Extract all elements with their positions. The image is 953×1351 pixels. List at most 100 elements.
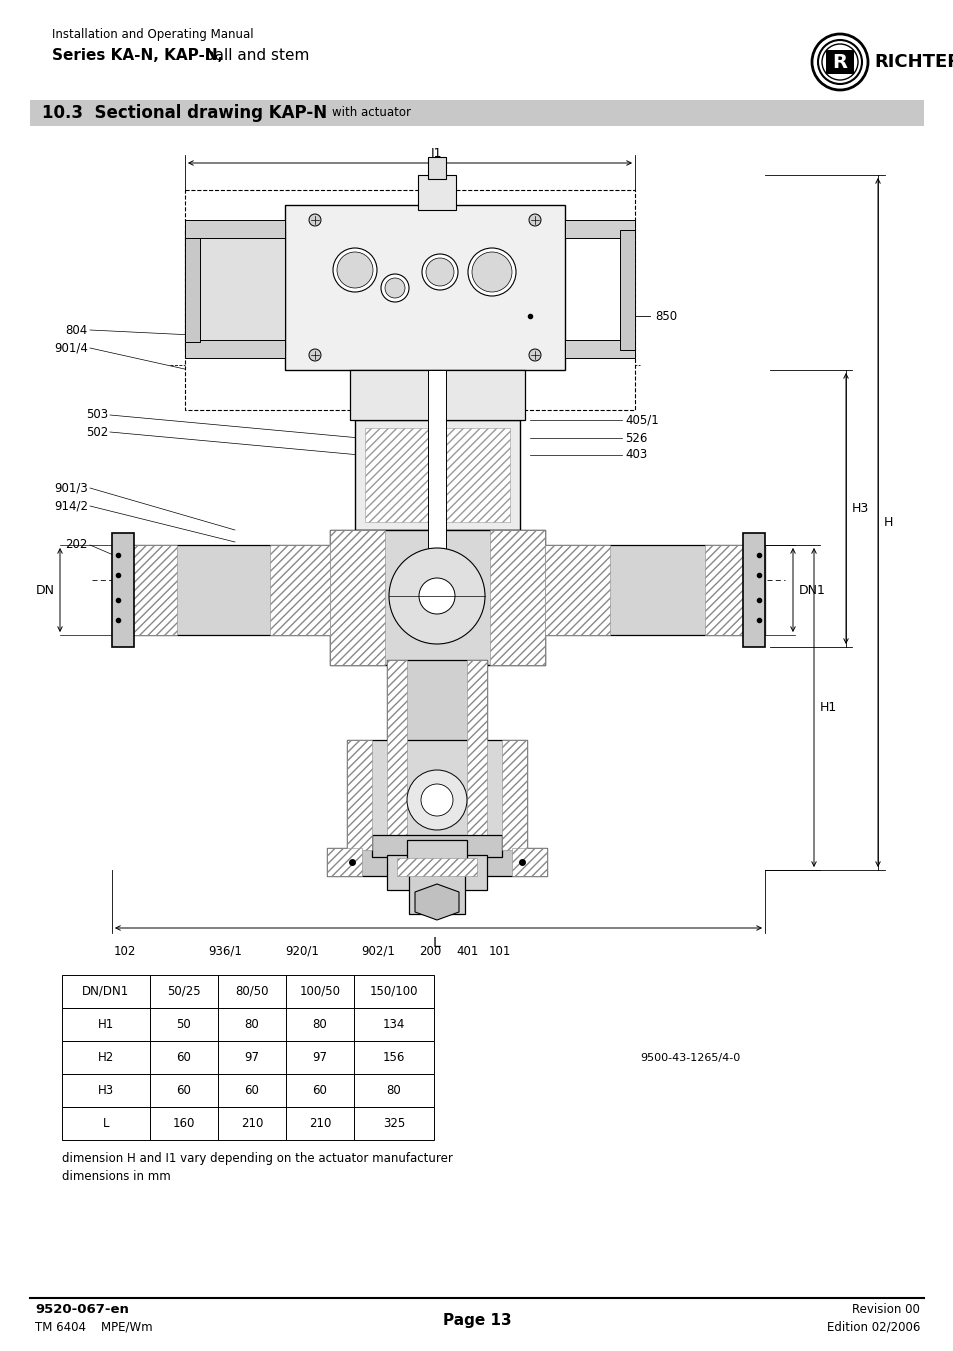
Text: 401: 401 (456, 944, 478, 958)
Bar (407, 840, 467, 867)
Text: 936/1: 936/1 (208, 944, 242, 958)
Text: 526: 526 (624, 431, 647, 444)
Bar (372, 835, 501, 857)
Circle shape (333, 249, 376, 292)
Text: Revision 00: Revision 00 (851, 1302, 919, 1316)
Text: 80: 80 (244, 1019, 259, 1031)
Circle shape (421, 254, 457, 290)
Bar (387, 661, 486, 840)
Bar (347, 740, 372, 850)
Circle shape (529, 213, 540, 226)
Bar (409, 874, 464, 915)
Bar (704, 544, 764, 635)
Text: DN1: DN1 (799, 584, 825, 597)
Bar (387, 661, 407, 840)
Bar (62, 975, 150, 1008)
Text: H3: H3 (98, 1084, 114, 1097)
Bar (327, 848, 546, 875)
Text: I1: I1 (431, 147, 442, 159)
Text: 901/3: 901/3 (54, 481, 88, 494)
Bar (150, 1042, 218, 1074)
Text: H1: H1 (98, 1019, 114, 1031)
Bar (354, 1042, 434, 1074)
Text: Installation and Operating Manual: Installation and Operating Manual (52, 28, 253, 41)
Text: 97: 97 (313, 1051, 327, 1065)
Bar (270, 544, 330, 635)
Text: 503: 503 (86, 408, 108, 422)
Text: 60: 60 (313, 1084, 327, 1097)
Text: 60: 60 (176, 1084, 192, 1097)
Text: RICHTER: RICHTER (873, 53, 953, 72)
Text: 60: 60 (244, 1084, 259, 1097)
Text: Page 13: Page 13 (442, 1313, 511, 1328)
Text: 160: 160 (172, 1117, 195, 1129)
Text: L: L (433, 936, 440, 950)
Text: 80/50: 80/50 (235, 985, 269, 998)
Bar (218, 975, 286, 1008)
Circle shape (309, 213, 320, 226)
Bar (490, 530, 544, 665)
Text: DN: DN (36, 584, 55, 597)
Text: 850: 850 (655, 309, 677, 323)
Bar (62, 1042, 150, 1074)
Text: A: A (507, 336, 517, 350)
Text: 50/25: 50/25 (167, 985, 200, 998)
Text: 914/2: 914/2 (54, 500, 88, 512)
Text: 210: 210 (309, 1117, 331, 1129)
Bar (330, 530, 385, 665)
Text: 502: 502 (86, 426, 108, 439)
Text: R: R (832, 53, 846, 72)
Bar (112, 544, 177, 635)
Text: H3: H3 (851, 503, 868, 515)
Text: 102: 102 (113, 944, 136, 958)
Bar (30, 100, 923, 126)
Bar (354, 1106, 434, 1140)
Text: 80: 80 (386, 1084, 401, 1097)
Bar (218, 1106, 286, 1140)
Text: 210: 210 (240, 1117, 263, 1129)
Text: Series KA-N, KAP-N,: Series KA-N, KAP-N, (52, 49, 223, 63)
Bar (544, 544, 609, 635)
Bar (354, 975, 434, 1008)
Text: with actuator: with actuator (332, 107, 411, 119)
Text: 200: 200 (418, 944, 440, 958)
Bar (150, 1008, 218, 1042)
Text: L: L (103, 1117, 110, 1129)
Text: H: H (883, 516, 892, 530)
Circle shape (418, 578, 455, 613)
Text: 902/1: 902/1 (360, 944, 395, 958)
Polygon shape (415, 884, 458, 920)
Circle shape (385, 278, 405, 299)
Text: 557  510: 557 510 (450, 331, 501, 345)
Text: 101: 101 (488, 944, 511, 958)
Bar (286, 975, 354, 1008)
Bar (742, 534, 764, 647)
Bar (354, 1008, 434, 1042)
Circle shape (407, 770, 467, 830)
Bar (112, 534, 133, 647)
Bar (218, 1008, 286, 1042)
Bar (286, 1074, 354, 1106)
Text: 325: 325 (382, 1117, 405, 1129)
Bar (354, 1074, 434, 1106)
Circle shape (529, 349, 540, 361)
Bar (417, 176, 456, 209)
Bar (62, 1008, 150, 1042)
Circle shape (468, 249, 516, 296)
Circle shape (309, 349, 320, 361)
Bar (327, 848, 361, 875)
Bar (428, 157, 446, 178)
Circle shape (420, 784, 453, 816)
Text: TM 6404    MPE/Wm: TM 6404 MPE/Wm (35, 1320, 152, 1333)
Bar (150, 1106, 218, 1140)
Bar (350, 370, 524, 420)
Bar (355, 420, 519, 530)
Text: 920/1: 920/1 (285, 944, 318, 958)
Bar (501, 740, 526, 850)
Bar (150, 975, 218, 1008)
Text: dimension H and I1 vary depending on the actuator manufacturer: dimension H and I1 vary depending on the… (62, 1152, 453, 1165)
Bar (218, 1074, 286, 1106)
Bar (428, 370, 446, 550)
Bar (62, 1106, 150, 1140)
Circle shape (426, 258, 454, 286)
